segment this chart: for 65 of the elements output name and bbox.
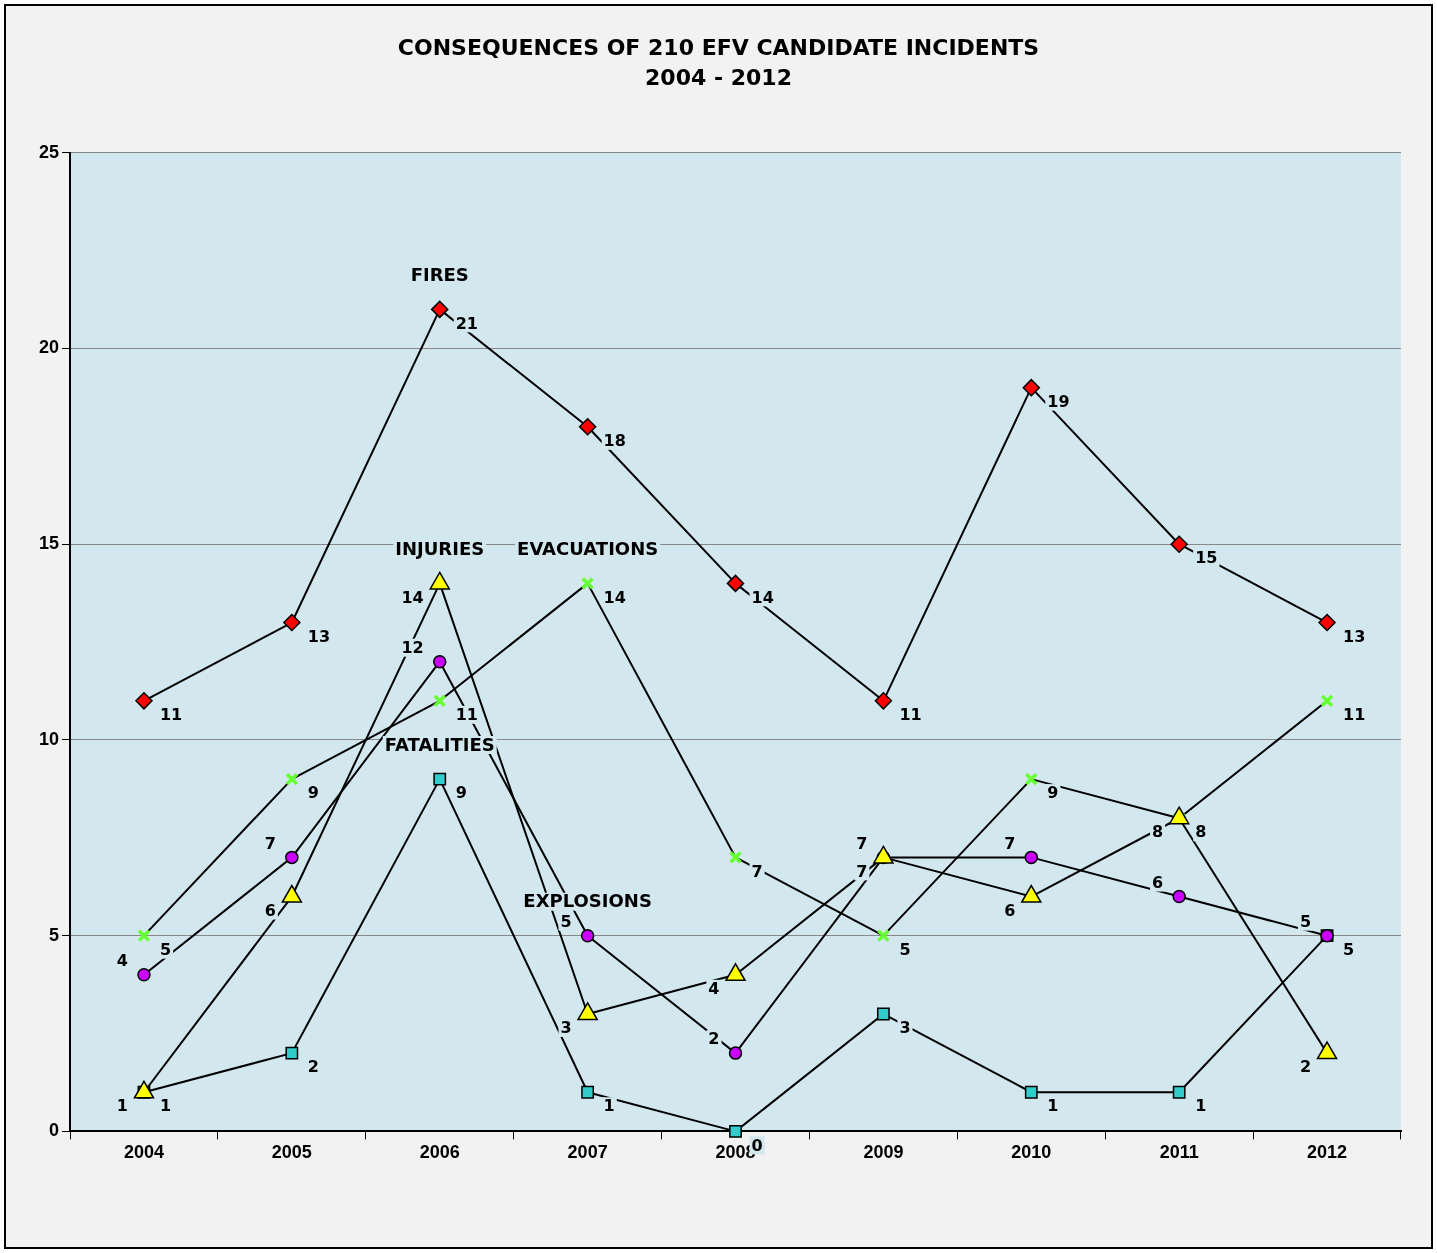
annotation: INJURIES: [395, 538, 485, 560]
y-tick-label: 20: [38, 337, 60, 358]
data-label: 3: [560, 1018, 572, 1038]
data-label: 9: [307, 783, 319, 803]
data-label: 14: [401, 587, 424, 607]
y-tick-label: 25: [38, 141, 60, 162]
chart-title: CONSEQUENCES OF 210 EFV CANDIDATE INCIDENTS: [397, 34, 1040, 60]
data-label: 21: [455, 313, 478, 333]
data-label: 7: [1004, 833, 1016, 853]
data-label: 8: [1152, 822, 1164, 842]
data-label: 5: [1299, 911, 1312, 931]
data-label: 2: [1299, 1057, 1312, 1077]
x-tick-label: 2004: [123, 1142, 164, 1163]
data-label: 5: [560, 911, 572, 931]
data-label: 2: [307, 1057, 319, 1077]
data-label: 9: [455, 783, 467, 803]
chart-subtitle: 2004 - 2012: [645, 65, 792, 91]
data-label: 5: [159, 939, 172, 959]
x-tick-label: 2006: [419, 1142, 460, 1163]
x-tick-label: 2010: [1011, 1142, 1052, 1163]
x-tick-label: 2007: [567, 1142, 608, 1163]
annotation: EVACUATIONS: [517, 538, 659, 560]
data-label: 13: [1343, 626, 1366, 646]
data-label: 2: [708, 1029, 720, 1049]
data-label: 4: [116, 950, 128, 970]
data-label: 1: [159, 1096, 172, 1116]
y-tick-label: 15: [38, 533, 60, 554]
data-label: 5: [899, 939, 911, 959]
data-label: 11: [1343, 704, 1366, 724]
annotation: EXPLOSIONS: [523, 890, 652, 912]
data-label: 1: [1195, 1096, 1207, 1116]
data-label: 18: [603, 430, 626, 450]
data-label: 1: [116, 1096, 128, 1116]
data-label: 9: [1047, 783, 1059, 803]
data-label: 1: [603, 1096, 615, 1116]
data-label: 1: [1047, 1096, 1059, 1116]
data-label: 14: [603, 587, 626, 607]
data-label: 5: [1343, 939, 1355, 959]
data-label: 8: [1195, 822, 1207, 842]
x-tick-label: 2012: [1307, 1142, 1348, 1163]
y-tick-label: 0: [49, 1120, 60, 1141]
data-label: 6: [1152, 872, 1164, 892]
y-tick-label: 10: [38, 728, 60, 749]
data-label: 11: [899, 704, 922, 724]
data-label: 14: [751, 587, 774, 607]
data-label: 15: [1195, 548, 1218, 568]
data-label: 12: [401, 637, 424, 657]
annotation: FATALITIES: [384, 733, 495, 755]
x-tick-label: 2011: [1159, 1142, 1199, 1163]
data-label: 7: [264, 833, 276, 853]
annotation: FIRES: [410, 264, 469, 286]
data-label: 4: [708, 978, 720, 998]
data-label: 3: [899, 1018, 911, 1038]
data-label: 19: [1047, 391, 1070, 411]
data-label: 7: [751, 861, 763, 881]
x-tick-label: 2009: [863, 1142, 904, 1163]
data-label: 13: [307, 626, 331, 646]
data-label: 11: [159, 704, 183, 724]
y-tick-label: 5: [49, 924, 60, 945]
x-tick-label: 2005: [271, 1142, 312, 1163]
data-label: 6: [264, 900, 276, 920]
data-label: 6: [1004, 900, 1016, 920]
data-label: 7: [856, 833, 868, 853]
data-label: 7: [856, 861, 868, 881]
data-label: 11: [455, 704, 478, 724]
